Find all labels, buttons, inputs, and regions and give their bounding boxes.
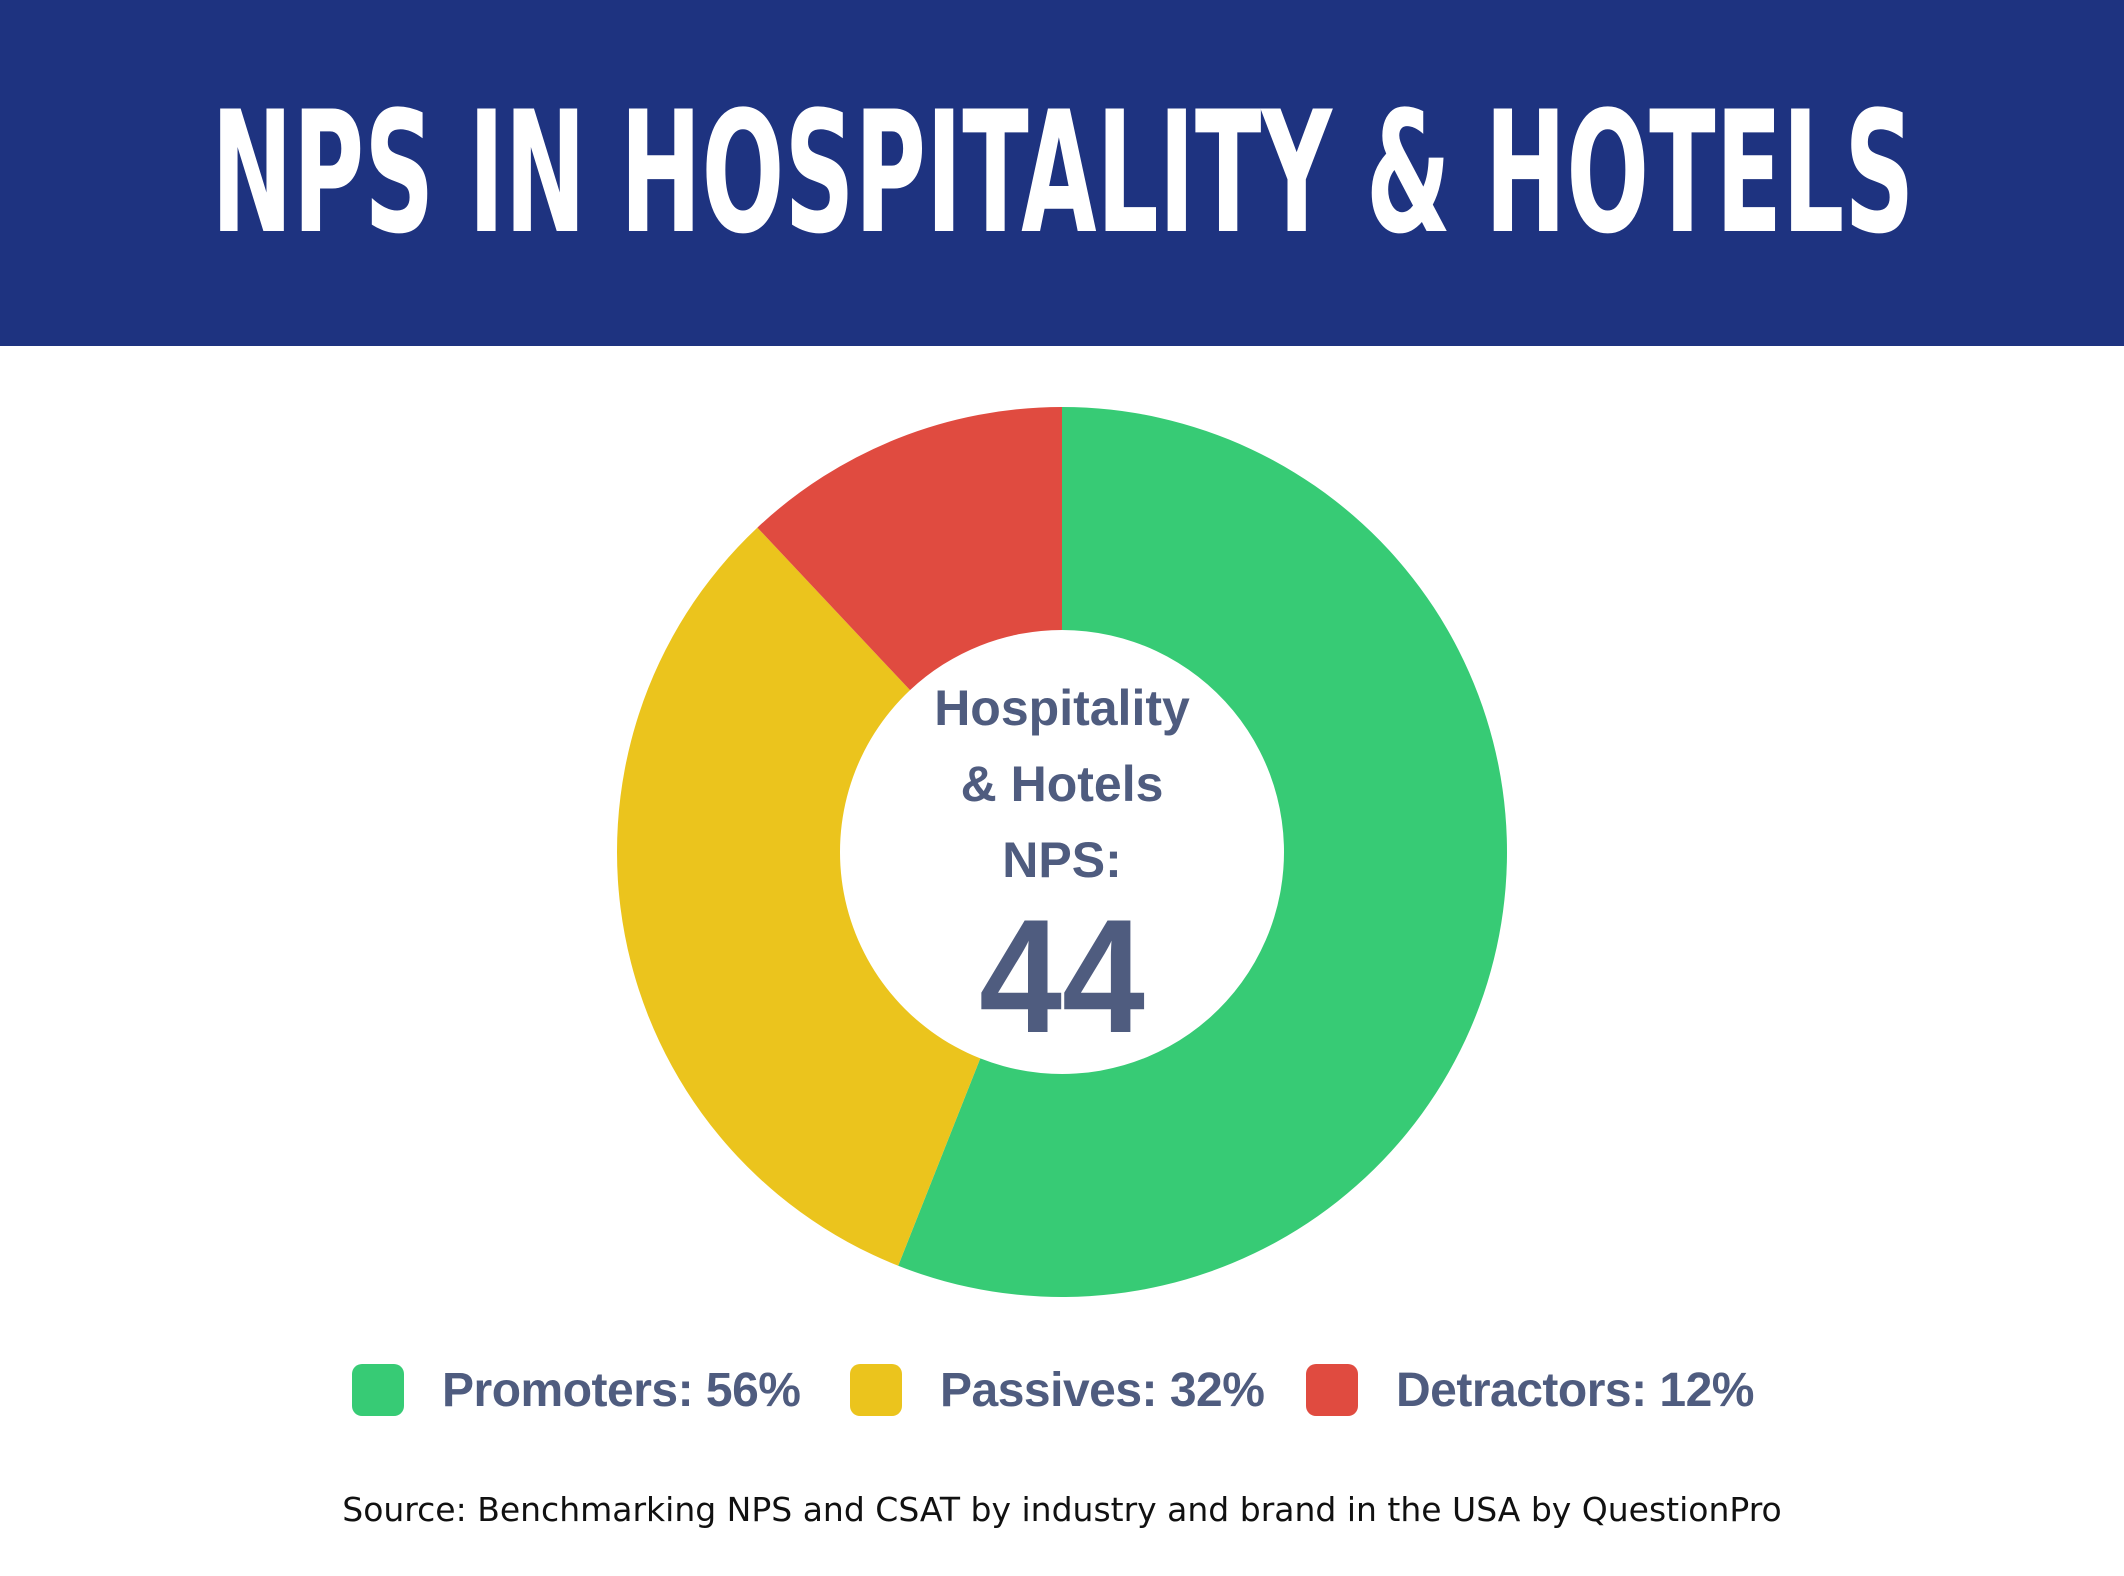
nps-score: 44: [979, 886, 1145, 1067]
source-note: Source: Benchmarking NPS and CSAT by ind…: [342, 1490, 1782, 1529]
legend-item-passives: Passives: 32%: [850, 1360, 1265, 1420]
legend-swatch-passives: [850, 1364, 902, 1416]
donut-slice-detractors: [757, 407, 1062, 691]
legend-swatch-detractors: [1306, 1364, 1358, 1416]
page-title: NPS IN HOSPITALITY & HOTELS: [211, 75, 1915, 271]
donut-chart: [616, 407, 1507, 1297]
legend-label-promoters: Promoters: 56%: [442, 1363, 801, 1417]
title-banner: [0, 0, 2124, 346]
center-label-line-3: NPS:: [1002, 832, 1122, 888]
legend-label-passives: Passives: 32%: [940, 1363, 1265, 1417]
donut-slice-passives: [616, 527, 981, 1266]
donut-slice-promoters: [898, 407, 1507, 1297]
donut-center-label: Hospitality & Hotels NPS: 44: [862, 670, 1262, 1067]
center-label-line-2: & Hotels: [960, 756, 1164, 812]
legend-swatch-promoters: [352, 1364, 404, 1416]
center-label-line-1: Hospitality: [934, 680, 1190, 736]
legend-item-promoters: Promoters: 56%: [352, 1360, 801, 1420]
legend-label-detractors: Detractors: 12%: [1396, 1363, 1754, 1417]
chart-legend: Promoters: 56% Passives: 32% Detractors:…: [0, 1360, 2124, 1420]
legend-item-detractors: Detractors: 12%: [1306, 1360, 1754, 1420]
donut-slices: [616, 407, 1507, 1297]
